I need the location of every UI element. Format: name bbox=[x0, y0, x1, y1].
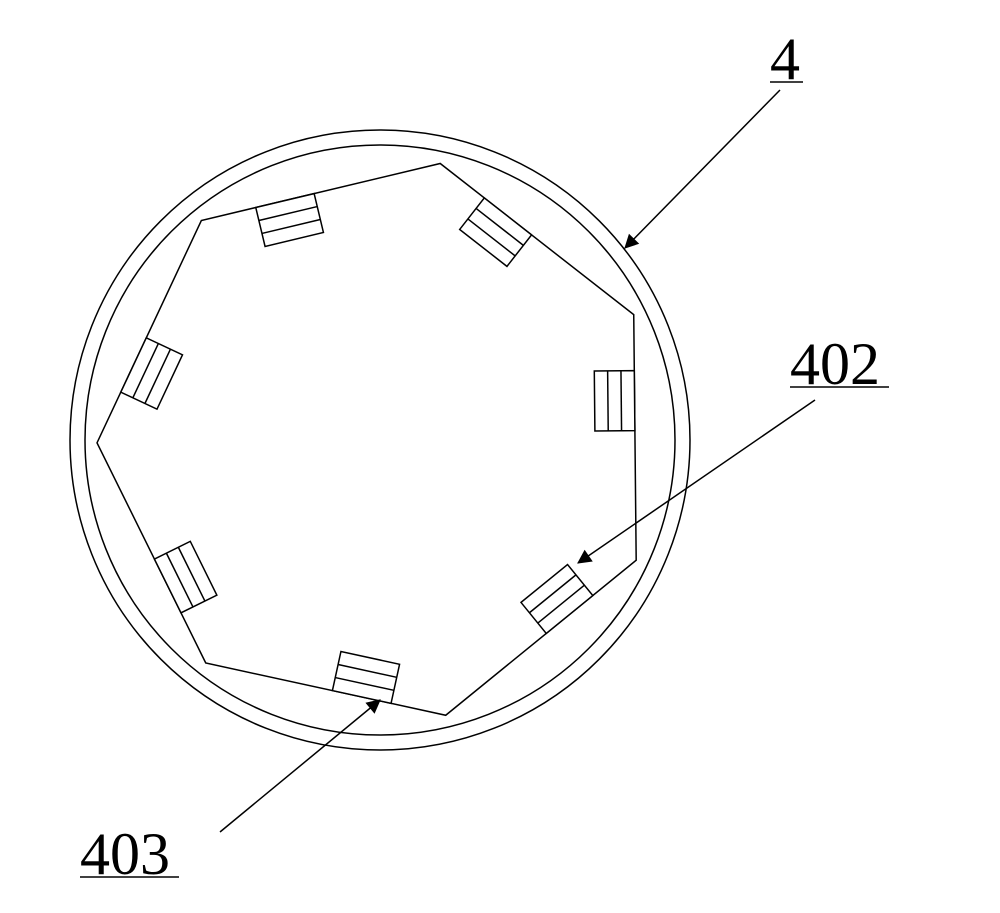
technical-diagram: 4 402 403 bbox=[0, 0, 1000, 913]
callout-label-403: 403 bbox=[80, 820, 170, 889]
callout-label-402: 402 bbox=[790, 330, 880, 399]
diagram-svg bbox=[0, 0, 1000, 913]
callout-label-4: 4 bbox=[770, 25, 800, 94]
